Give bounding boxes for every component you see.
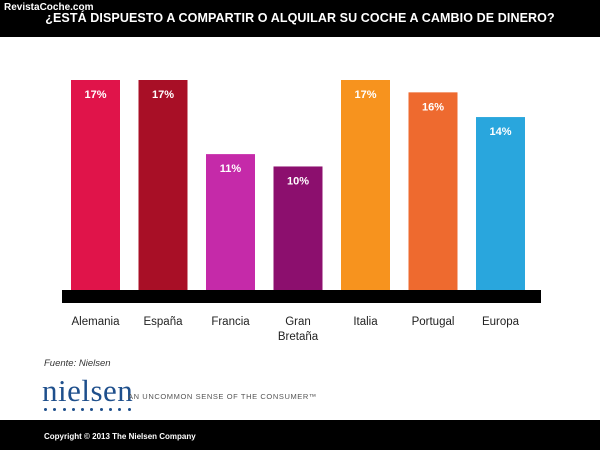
- category-label: Francia: [211, 316, 250, 328]
- bar-value-label: 11%: [220, 163, 242, 175]
- category-label-line: Bretaña: [278, 331, 319, 343]
- category-label: España: [143, 316, 183, 328]
- category-label-line: España: [143, 316, 183, 328]
- copyright-text: Copyright © 2013 The Nielsen Company: [44, 432, 196, 441]
- footer-bar: Copyright © 2013 The Nielsen Company: [0, 420, 600, 450]
- logo-dots-decoration: [44, 408, 131, 411]
- site-watermark: RevistaCoche.com: [4, 2, 94, 13]
- bar-5: [341, 80, 390, 292]
- category-label-line: Europa: [482, 316, 520, 328]
- category-label: Portugal: [412, 316, 455, 328]
- title-bar: RevistaCoche.com ¿ESTÁ DISPUESTO A COMPA…: [0, 0, 600, 37]
- nielsen-logo: nielsen: [42, 373, 134, 408]
- category-label-line: Portugal: [412, 316, 455, 328]
- category-label: Italia: [353, 316, 378, 328]
- chart-title: ¿ESTÁ DISPUESTO A COMPARTIR O ALQUILAR S…: [45, 11, 555, 25]
- category-label: Europa: [482, 316, 520, 328]
- category-label: Alemania: [72, 316, 121, 328]
- bar-7: [476, 117, 525, 292]
- bar-value-label: 17%: [84, 89, 106, 101]
- bar-value-label: 17%: [152, 89, 174, 101]
- bar-3: [206, 154, 255, 292]
- source-note: Fuente: Nielsen: [44, 358, 111, 369]
- bar-value-label: 16%: [422, 101, 444, 113]
- category-label-line: Gran: [285, 316, 311, 328]
- bar-2: [138, 80, 188, 292]
- category-label-line: Italia: [353, 316, 378, 328]
- bar-chart: 17% Alemania 17% España 11% Francia 10% Gran Bre…: [62, 80, 541, 343]
- bar-value-label: 10%: [287, 175, 309, 187]
- bar-value-label: 17%: [354, 89, 376, 101]
- bar-6: [408, 92, 458, 292]
- brand-tagline: AN UNCOMMON SENSE OF THE CONSUMER™: [128, 392, 318, 401]
- x-axis-baseline: [62, 290, 541, 303]
- bar-value-label: 14%: [489, 126, 511, 138]
- category-label: Gran Bretaña: [278, 316, 319, 343]
- category-label-line: Alemania: [72, 316, 121, 328]
- category-label-line: Francia: [211, 316, 250, 328]
- bar-1: [71, 80, 120, 292]
- bar-4: [273, 166, 323, 292]
